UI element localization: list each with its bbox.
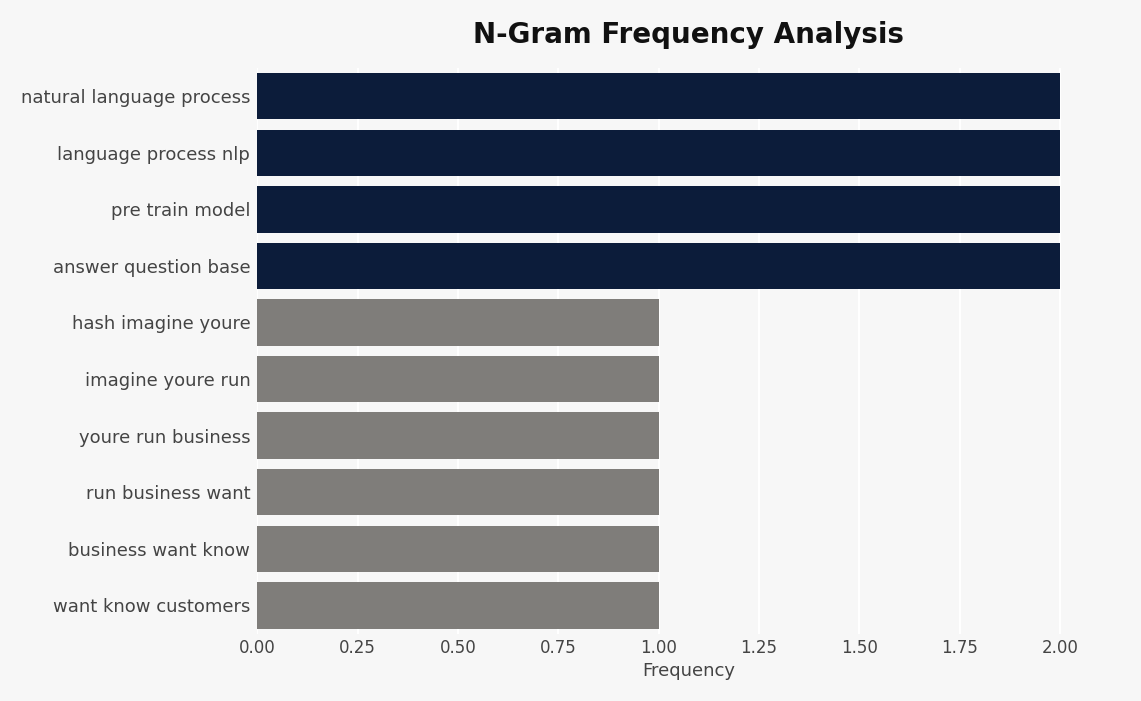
Bar: [257, 73, 1060, 119]
Title: N-Gram Frequency Analysis: N-Gram Frequency Analysis: [474, 21, 904, 49]
X-axis label: Frequency: Frequency: [642, 662, 735, 680]
Bar: [257, 583, 658, 629]
Bar: [257, 469, 658, 515]
Bar: [257, 186, 1060, 233]
Bar: [257, 526, 658, 572]
Bar: [257, 243, 1060, 289]
Bar: [257, 299, 658, 346]
Bar: [257, 130, 1060, 176]
Bar: [257, 412, 658, 459]
Bar: [257, 356, 658, 402]
